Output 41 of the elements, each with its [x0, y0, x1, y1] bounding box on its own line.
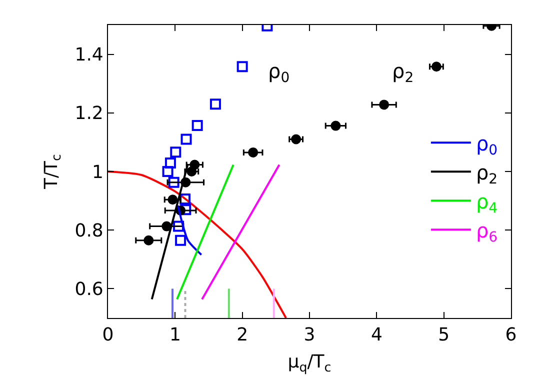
legend-label: ρ$_{6}$	[476, 218, 498, 246]
x-tick-label: 3	[304, 324, 316, 346]
annotation: ρ$_{2}$	[392, 59, 414, 86]
point	[236, 61, 248, 72]
point	[210, 98, 221, 110]
legend-label: ρ$_{2}$	[476, 160, 498, 188]
point	[168, 194, 178, 205]
point	[431, 62, 442, 72]
point	[168, 176, 180, 188]
point	[162, 166, 174, 177]
y-tick-label: 1.2	[74, 103, 104, 124]
point	[190, 160, 200, 170]
x-tick-label: 1	[169, 324, 181, 346]
point	[192, 120, 203, 131]
point	[173, 220, 184, 232]
point	[291, 134, 302, 144]
point	[180, 204, 192, 216]
point	[180, 134, 192, 145]
point	[144, 235, 154, 246]
y-tick-label: 0.6	[74, 279, 104, 300]
legend-label: ρ$_{0}$	[476, 131, 498, 159]
x-axis-title: μ$_{q}$/T$_{c}$	[288, 352, 332, 374]
x-tick-label: 2	[236, 324, 248, 346]
x-tick-label: 6	[505, 324, 517, 346]
line-series	[108, 170, 287, 318]
y-tick-label: 1	[92, 162, 104, 183]
x-tick-label: 0	[102, 324, 114, 346]
point	[170, 146, 182, 158]
point	[175, 234, 186, 246]
x-tick-label: 4	[370, 324, 382, 346]
point	[330, 120, 341, 131]
point	[179, 194, 190, 205]
y-tick-label: 1.4	[74, 44, 104, 66]
x-tick-label: 5	[438, 324, 450, 346]
annotation: ρ$_{0}$	[268, 59, 290, 86]
y-tick-label: 0.8	[74, 220, 104, 242]
legend-label: ρ$_{4}$	[476, 189, 498, 217]
point	[248, 147, 258, 158]
point	[379, 100, 390, 110]
point	[162, 221, 172, 232]
point	[164, 158, 176, 168]
